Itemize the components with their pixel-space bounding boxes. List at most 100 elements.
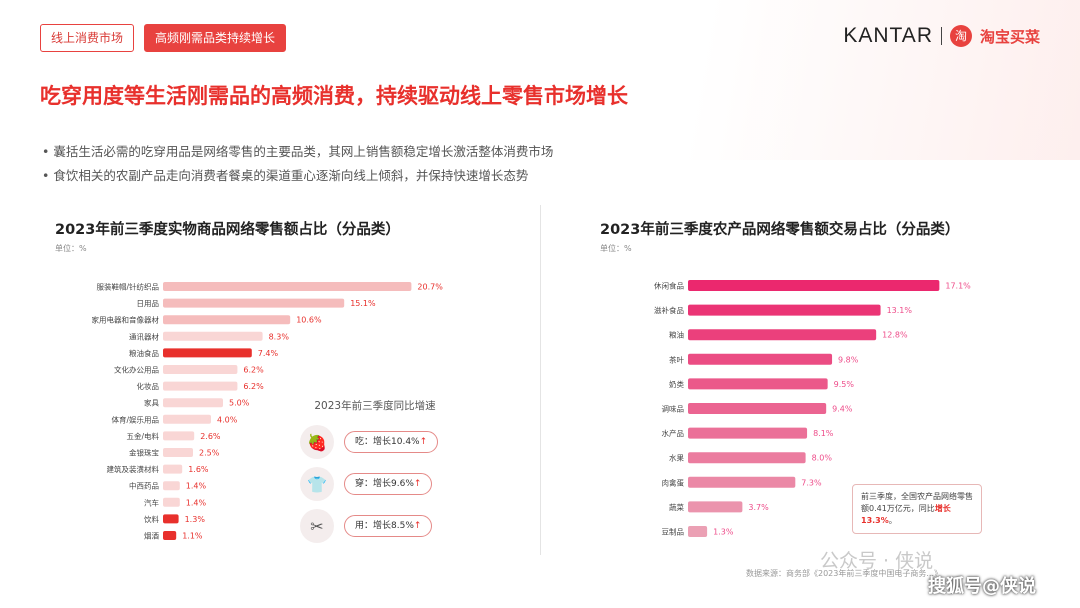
category-label: 建筑及装潢材料: [107, 464, 160, 474]
value-label: 4.0%: [217, 415, 238, 424]
value-label: 13.1%: [887, 306, 913, 315]
chart-unit: 单位：%: [600, 244, 632, 253]
yoy-label: 穿：增长9.6%: [355, 479, 414, 489]
value-label: 12.8%: [882, 331, 908, 340]
value-label: 1.4%: [186, 498, 207, 507]
category-label: 肉禽蛋: [662, 477, 685, 487]
note-text: 前三季度，全国农产品网络零售额0.41万亿元，同比: [861, 492, 973, 513]
tools-icon: ✂: [300, 509, 334, 543]
data-source: 数据来源：商务部《2023年前三季度中国电子商务...》: [746, 569, 942, 578]
category-label: 通讯器材: [129, 331, 159, 341]
kantar-logo: KANTAR: [843, 24, 933, 47]
value-label: 7.4%: [258, 349, 279, 358]
bar: [688, 452, 806, 464]
tag-online-market[interactable]: 线上消费市场: [40, 24, 135, 52]
bar: [163, 315, 291, 325]
retail-share-bars: 服装鞋帽/针纺织品 20.7% 日用品 15.1% 家用电器和音像器材 10.6% 通讯器材…: [92, 282, 444, 541]
agri-share-chart: 2023年前三季度农产品网络零售额交易占比（分品类） 单位：% 休闲食品 17.1…: [600, 218, 1070, 548]
category-label: 烟酒: [144, 532, 159, 541]
value-label: 9.4%: [832, 405, 853, 414]
bar: [163, 398, 223, 408]
yoy-pill: 用：增长8.5%↑: [344, 515, 433, 537]
bar: [163, 481, 180, 491]
agri-share-bars: 休闲食品 17.1% 滋补食品 13.1% 粮油 12.8% 茶叶 9.8% 奶类 9.5% 调味品…: [654, 280, 971, 537]
category-label: 滋补食品: [654, 305, 684, 315]
yoy-row-clothing: 👕 穿：增长9.6%↑: [300, 463, 450, 505]
category-label: 家具: [144, 398, 159, 408]
bar: [688, 280, 940, 291]
category-label: 金银珠宝: [129, 448, 159, 458]
bar: [163, 298, 345, 308]
value-label: 8.0%: [812, 454, 833, 463]
category-label: 粮油食品: [129, 348, 159, 358]
watermark-sohu: 搜狐号@侠说: [928, 576, 1036, 597]
yoy-pill: 穿：增长9.6%↑: [344, 473, 433, 495]
note-highlight: 增长13.3%: [861, 504, 951, 525]
retail-share-chart: 2023年前三季度实物商品网络零售额占比（分品类） 单位：% 服装鞋帽/针纺织品…: [55, 218, 525, 548]
value-label: 2.6%: [200, 432, 221, 441]
category-label: 茶叶: [669, 354, 684, 364]
bar: [163, 282, 412, 291]
bar: [163, 464, 183, 474]
value-label: 8.3%: [269, 332, 290, 341]
category-label: 休闲食品: [654, 281, 684, 291]
bar: [688, 353, 833, 365]
chart-title: 2023年前三季度农产品网络零售额交易占比（分品类）: [600, 222, 960, 238]
category-label: 服装鞋帽/针纺织品: [96, 282, 159, 292]
value-label: 1.3%: [713, 528, 734, 537]
value-label: 20.7%: [417, 283, 443, 292]
yoy-label: 吃：增长10.4%: [355, 437, 420, 447]
category-label: 蔬菜: [669, 502, 684, 512]
category-label: 中西药品: [129, 481, 159, 491]
value-label: 6.2%: [243, 366, 264, 375]
taobao-maicai-name: 淘宝买菜: [979, 27, 1040, 46]
bar: [163, 381, 238, 391]
background-decoration: [540, 0, 1080, 160]
category-label: 水产品: [662, 428, 685, 438]
bar: [688, 403, 827, 414]
bar: [688, 526, 708, 537]
yoy-row-tools: ✂ 用：增长8.5%↑: [300, 505, 450, 547]
value-label: 10.6%: [296, 316, 322, 325]
category-label: 饮料: [144, 514, 159, 524]
value-label: 7.3%: [801, 478, 822, 487]
yoy-growth-panel: 2023年前三季度同比增速 🍓 吃：增长10.4%↑ 👕 穿：增长9.6%↑ ✂…: [300, 398, 450, 547]
bar: [163, 331, 263, 341]
bullet-item: • 食饮相关的农副产品走向消费者餐桌的渠道重心逐渐向线上倾斜，并保持快速增长态势: [42, 168, 529, 183]
category-label: 调味品: [662, 404, 685, 414]
tag-high-frequency[interactable]: 高频刚需品类持续增长: [144, 24, 287, 52]
yoy-title: 2023年前三季度同比增速: [314, 400, 436, 412]
bar: [688, 427, 808, 439]
up-arrow-icon: ↑: [419, 437, 428, 447]
agri-note: 前三季度，全国农产品网络零售额0.41万亿元，同比增长13.3%。: [852, 484, 982, 534]
bar: [163, 497, 180, 507]
bar: [163, 431, 195, 441]
chart-title: 2023年前三季度实物商品网络零售额占比（分品类）: [55, 222, 400, 238]
bar: [688, 378, 828, 390]
brand-separator: [940, 27, 942, 45]
bar: [688, 476, 796, 488]
bar: [688, 329, 877, 341]
taobao-logo-icon: 淘: [949, 25, 972, 47]
category-label: 体育/娱乐用品: [111, 414, 159, 424]
category-label: 化妆品: [137, 381, 160, 391]
category-label: 日用品: [137, 299, 160, 308]
bar: [163, 365, 238, 374]
category-label: 文化办公用品: [114, 365, 159, 375]
category-label: 水果: [669, 453, 684, 463]
up-arrow-icon: ↑: [413, 479, 422, 489]
bar: [163, 448, 193, 457]
note-text-end: 。: [888, 516, 897, 525]
bar: [163, 414, 211, 424]
bullet-item: • 囊括生活必需的吃穿用品是网络零售的主要品类，其网上销售额稳定增长激活整体消费…: [42, 144, 554, 159]
page-title: 吃穿用度等生活刚需品的高频消费，持续驱动线上零售市场增长: [40, 84, 628, 108]
value-label: 1.3%: [185, 515, 206, 524]
value-label: 8.1%: [813, 429, 834, 438]
value-label: 1.4%: [186, 482, 207, 491]
yoy-label: 用：增长8.5%: [355, 521, 414, 531]
value-label: 15.1%: [350, 299, 376, 308]
category-label: 豆制品: [662, 527, 685, 537]
section-tags: 线上消费市场 高频刚需品类持续增长: [40, 24, 287, 52]
bar: [163, 514, 179, 524]
bar: [163, 531, 177, 540]
